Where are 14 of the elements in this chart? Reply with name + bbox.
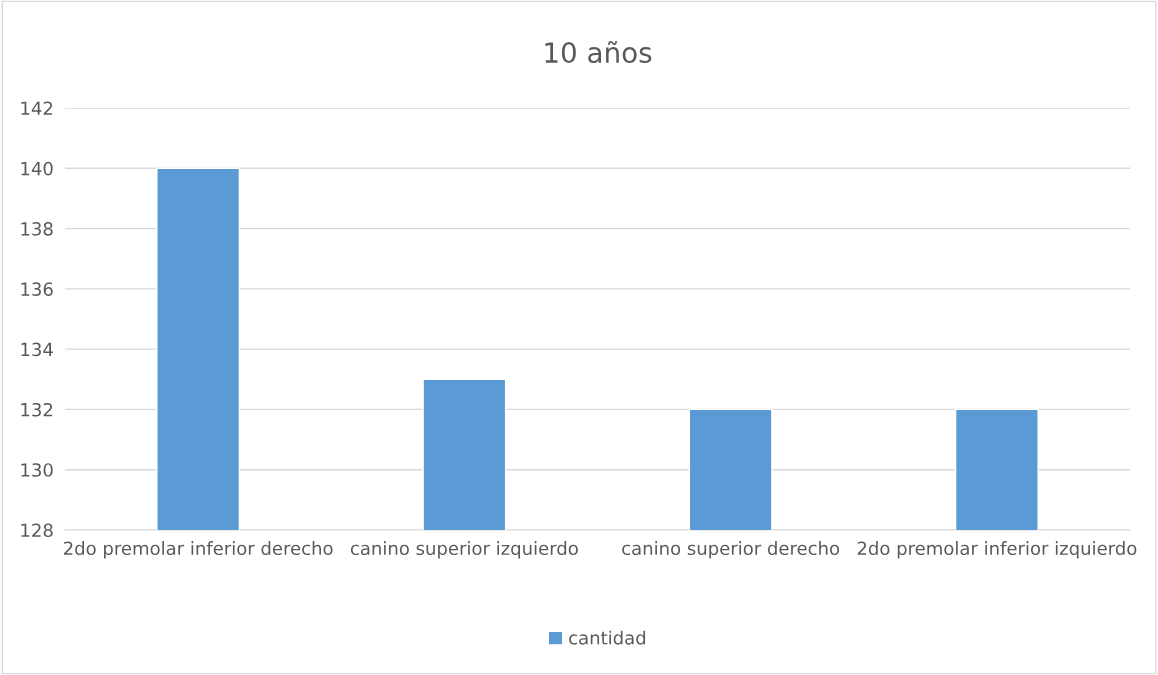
x-tick-label: 2do premolar inferior derecho <box>64 541 333 559</box>
legend-label: cantidad <box>569 630 646 645</box>
y-tick-label: 128 <box>21 523 53 538</box>
y-tick-label: 134 <box>21 342 53 357</box>
y-tick-label: 138 <box>21 222 53 236</box>
y-tick-label: 130 <box>21 463 53 477</box>
y-tick-label: 136 <box>21 282 53 296</box>
y-tick-label: 142 <box>21 101 53 115</box>
y-tick-label: 140 <box>21 161 53 176</box>
x-tick-label: canino superior derecho <box>622 541 840 559</box>
y-tick-label: 132 <box>21 402 53 417</box>
x-tick-label: 2do premolar inferior izquierdo <box>857 541 1137 559</box>
chart-title: 10 años <box>545 41 652 64</box>
x-tick-label: canino superior izquierdo <box>350 541 578 559</box>
